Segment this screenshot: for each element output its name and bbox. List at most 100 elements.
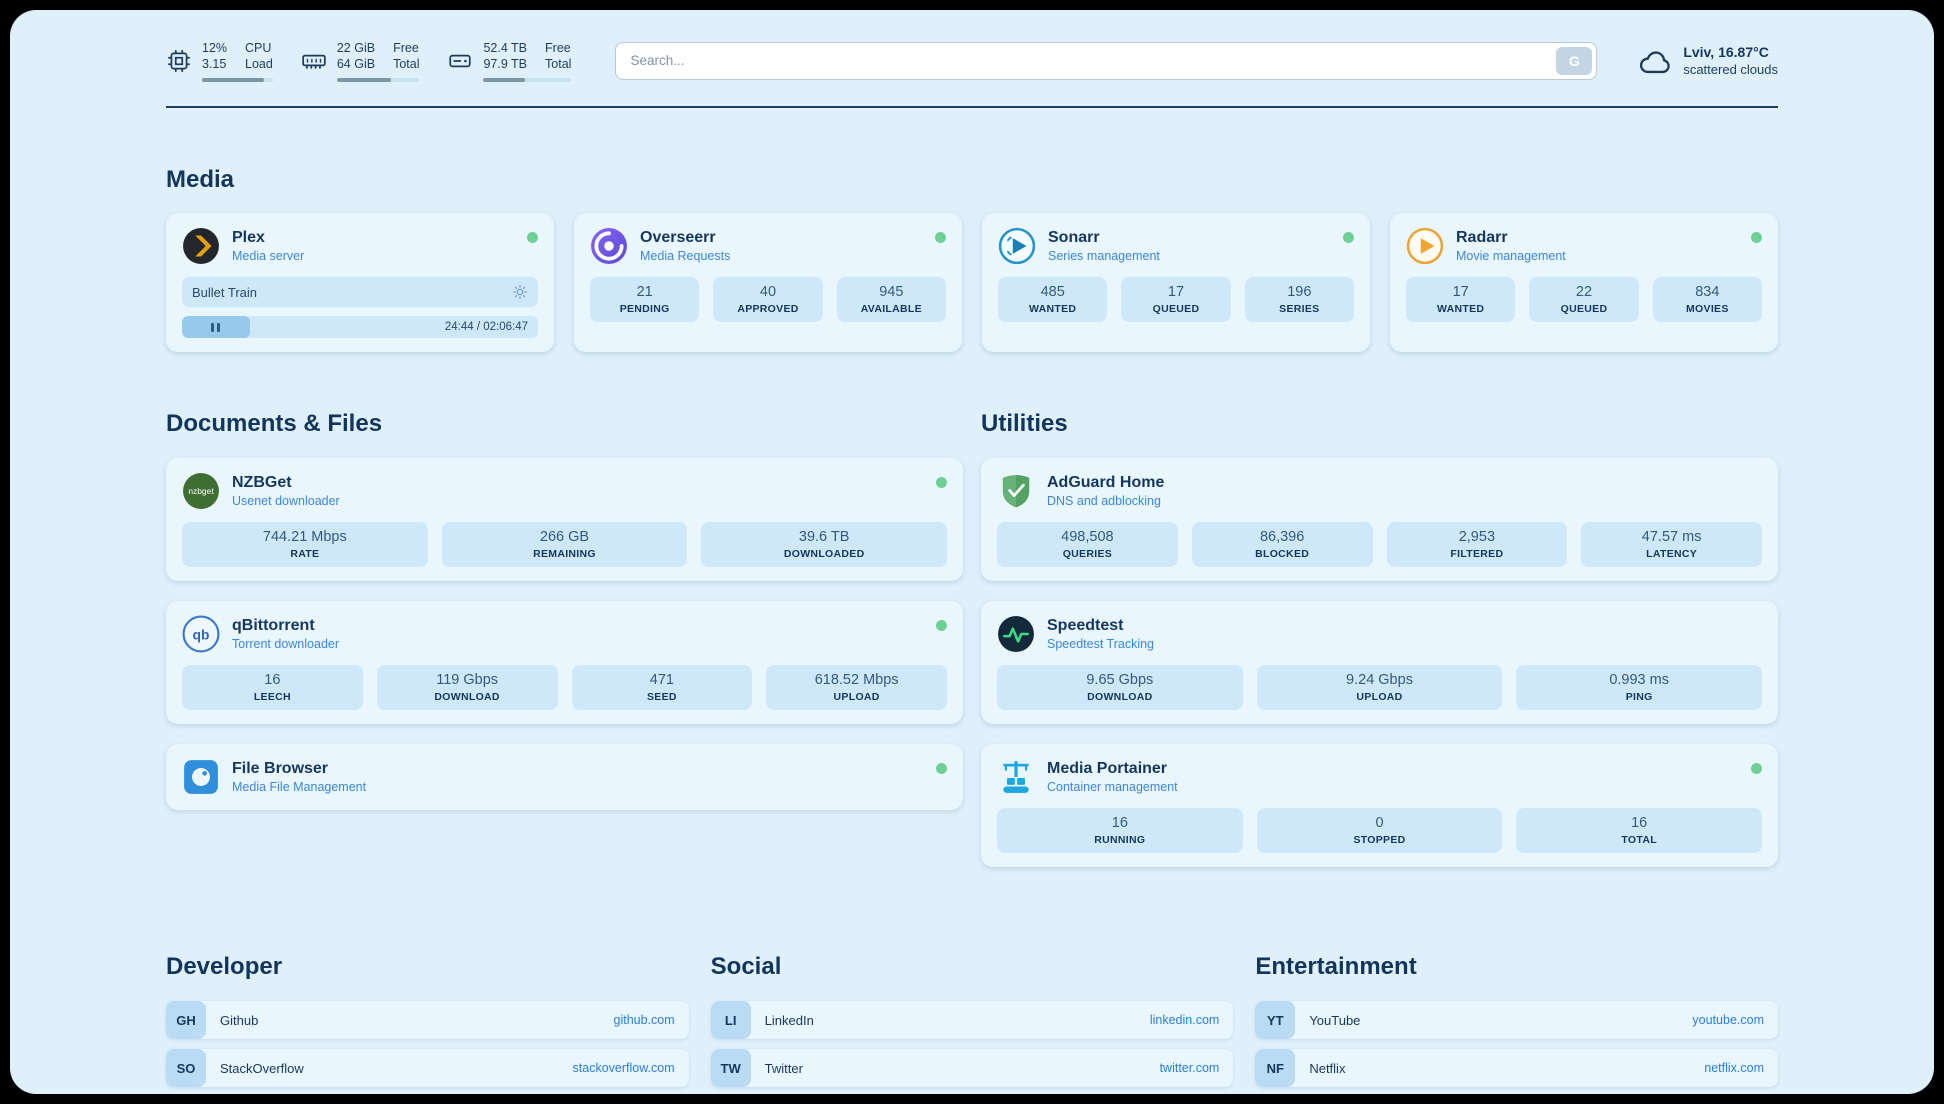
weather-widget: Lviv, 16.87°C scattered clouds [1637,44,1778,77]
app-subtitle: Usenet downloader [232,494,340,509]
stat-box: 0.993 ms PING [1516,665,1762,711]
bookmark-url: twitter.com [1159,1061,1220,1076]
pause-button[interactable] [182,316,250,339]
section-social: Social LI LinkedIn linkedin.com TW Twitt… [710,933,1234,1094]
app-card-qbittorrent[interactable]: qb qBittorrent Torrent downloader 16 LEEC… [166,601,963,725]
stat-box: 0 STOPPED [1256,808,1503,854]
section-documents: Documents & Files nzbget NZBGet Usenet d… [166,390,963,811]
disk-free-value: 52.4 TB [483,41,528,55]
dashboard: 12% 3.15 CPU Load 22 GiB 64 GiB Free Total [10,10,1934,1094]
app-name: File Browser [232,760,329,778]
stat-box: 16 TOTAL [1516,808,1762,854]
bookmark-name: YouTube [1309,1012,1361,1028]
social-section-title: Social [710,953,782,981]
cpu-usage-bar [202,77,273,82]
bookmark-youtube[interactable]: YT YouTube youtube.com [1255,1001,1778,1040]
stat-box: 744.21 Mbps RATE [182,522,428,568]
stat-box: 471 SEED [571,665,753,711]
bookmark-stackoverflow[interactable]: SO StackOverflow stackoverflow.com [166,1049,689,1088]
bookmark-badge: NF [1255,1049,1296,1088]
bookmark-badge: TW [710,1049,751,1088]
cpu-load-label: Load [245,57,273,72]
gear-icon[interactable] [512,284,528,300]
ram-usage-fill [336,77,391,82]
overseerr-icon [590,227,628,265]
app-card-filebrowser[interactable]: File Browser Media File Management [166,744,963,811]
topbar-divider [166,105,1778,108]
stat-box: 17 QUEUED [1121,277,1231,323]
app-card-sonarr[interactable]: Sonarr Series management 485 WANTED 17 QUE… [982,213,1370,353]
status-dot [936,620,947,632]
bookmark-name: StackOverflow [220,1060,304,1076]
bookmark-linkedin[interactable]: LI LinkedIn linkedin.com [710,1001,1234,1040]
cpu-load-value: 3.15 [202,57,227,72]
app-name: Sonarr [1048,229,1100,247]
stat-box: 22 QUEUED [1529,277,1639,323]
bookmark-badge: GH [166,1001,206,1040]
app-card-adguard[interactable]: AdGuard Home DNS and adblocking 498,508 Q… [981,458,1778,582]
bookmark-netflix[interactable]: NF Netflix netflix.com [1255,1049,1778,1088]
status-dot [1343,232,1354,244]
ram-usage-bar [336,77,420,82]
stat-box: 21 PENDING [590,277,700,323]
cpu-usage-fill [202,77,265,82]
stat-box: 266 GB REMAINING [441,522,688,568]
documents-section-title: Documents & Files [166,410,383,438]
disk-icon [449,54,472,68]
playback-progress-bar[interactable]: 24:44 / 02:06:47 [182,316,538,339]
status-dot [1751,763,1762,775]
app-subtitle: Container management [1047,780,1178,795]
filebrowser-icon [182,758,220,796]
bookmark-github[interactable]: GH Github github.com [166,1001,689,1040]
stat-box: 498,508 QUERIES [997,522,1178,568]
disk-total-value: 97.9 TB [483,57,528,72]
app-subtitle: Media server [232,249,305,264]
app-card-speedtest[interactable]: Speedtest Speedtest Tracking 9.65 Gbps DO… [981,601,1778,725]
section-utilities: Utilities AdGuard Home DNS and adblockin… [981,390,1778,868]
disk-widget: 52.4 TB 97.9 TB Free Total [447,40,572,82]
stat-box: 16 LEECH [182,665,363,711]
pause-icon [211,322,215,332]
app-card-radarr[interactable]: Radarr Movie management 17 WANTED 22 QUEUE… [1390,213,1778,353]
app-card-plex[interactable]: Plex Media server Bullet Train [166,213,554,353]
search-bar: G [615,41,1598,80]
stat-box: 618.52 Mbps UPLOAD [766,665,947,711]
bookmark-badge: SO [166,1049,206,1088]
stat-box: 40 APPROVED [713,277,823,323]
app-subtitle: Media Requests [640,249,731,264]
now-playing-title: Bullet Train [192,284,258,300]
section-entertainment: Entertainment YT YouTube youtube.com NF … [1255,933,1778,1094]
developer-section-title: Developer [166,953,283,981]
disk-usage-bar [483,77,572,82]
bookmark-twitter[interactable]: TW Twitter twitter.com [710,1049,1234,1088]
bookmark-url: github.com [613,1013,675,1028]
stat-box: 16 RUNNING [997,808,1243,854]
app-subtitle: Torrent downloader [232,637,340,652]
app-subtitle: Speedtest Tracking [1047,637,1155,652]
search-engine-button[interactable]: G [1556,46,1593,75]
status-dot [936,763,947,775]
ram-free-value: 22 GiB [336,41,376,55]
app-card-portainer[interactable]: Media Portainer Container management 16 R… [981,744,1778,868]
utilities-section-title: Utilities [981,410,1068,438]
cpu-icon [168,49,190,72]
weather-condition: scattered clouds [1683,62,1778,78]
status-dot [935,232,946,244]
media-section-title: Media [166,165,235,193]
ram-widget: 22 GiB 64 GiB Free Total [301,40,420,82]
app-card-nzbget[interactable]: nzbget NZBGet Usenet downloader 744.21 M… [166,458,963,582]
cpu-percent: 12% [202,41,228,55]
bookmark-name: Twitter [764,1060,803,1076]
cloud-icon [1640,51,1671,73]
stat-box: 119 Gbps DOWNLOAD [376,665,558,711]
app-card-overseerr[interactable]: Overseerr Media Requests 21 PENDING 40 APP… [574,213,962,353]
app-name: Media Portainer [1047,760,1168,778]
ram-total-value: 64 GiB [336,57,376,72]
svg-text:nzbget: nzbget [188,486,214,496]
search-input[interactable] [615,41,1598,80]
disk-usage-fill [483,77,525,82]
disk-free-label: Free [545,41,571,55]
app-name: AdGuard Home [1047,474,1165,492]
status-dot [936,477,947,489]
speedtest-icon [997,615,1035,653]
